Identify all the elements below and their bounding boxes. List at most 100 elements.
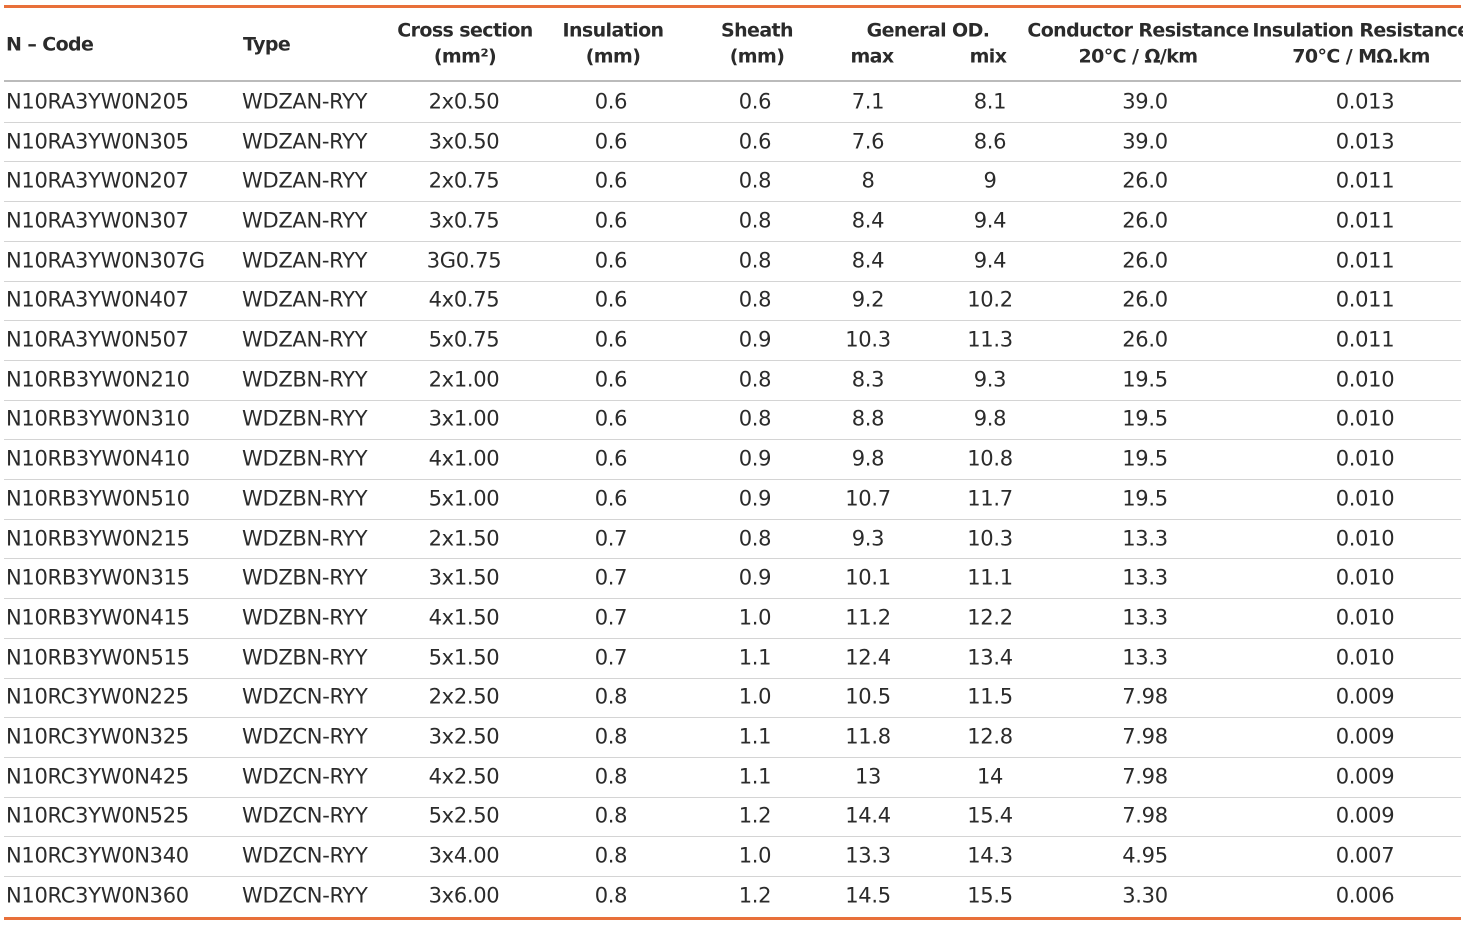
table-cell: 5x0.75	[428, 327, 500, 352]
table-cell: 0.009	[1335, 724, 1395, 749]
table-cell: 11.5	[967, 684, 1013, 709]
table-cell: 0.8	[594, 883, 628, 908]
table-cell: 1.2	[738, 803, 772, 828]
table-cell: 1.1	[738, 764, 772, 789]
table-cell: 5x2.50	[428, 803, 500, 828]
table-cell: 7.98	[1122, 684, 1168, 709]
header-cell: Insulation	[562, 19, 665, 42]
table-cell: N10RA3YW0N307	[6, 208, 189, 233]
table-cell: 10.2	[967, 287, 1013, 312]
table-cell: 26.0	[1122, 248, 1168, 273]
table-cell: WDZAN-RYY	[242, 89, 368, 114]
table-cell: 0.010	[1335, 645, 1395, 670]
table-cell: 12.4	[845, 645, 891, 670]
table-cell: 0.010	[1335, 605, 1395, 630]
table-cell: N10RA3YW0N507	[6, 327, 189, 352]
table-cell: WDZAN-RYY	[242, 248, 368, 273]
row-divider	[4, 717, 1461, 718]
table-cell: WDZBN-RYY	[242, 406, 368, 431]
header-cell: Type	[243, 33, 291, 56]
table-cell: WDZAN-RYY	[242, 129, 368, 154]
table-cell: 12.8	[967, 724, 1013, 749]
table-cell: 0.7	[594, 605, 628, 630]
table-cell: 26.0	[1122, 287, 1168, 312]
table-cell: 13.3	[845, 843, 891, 868]
table-cell: 2x2.50	[428, 684, 500, 709]
table-cell: WDZBN-RYY	[242, 486, 368, 511]
table-cell: WDZAN-RYY	[242, 327, 368, 352]
table-cell: 9.8	[973, 406, 1007, 431]
row-divider	[4, 479, 1461, 480]
top-rule	[4, 5, 1461, 8]
table-cell: 11.1	[967, 565, 1013, 590]
table-cell: 4x1.50	[428, 605, 500, 630]
table-cell: 0.9	[738, 446, 772, 471]
table-cell: 0.006	[1335, 883, 1395, 908]
table-cell: N10RC3YW0N225	[6, 684, 189, 709]
row-divider	[4, 122, 1461, 123]
table-cell: 2x1.50	[428, 526, 500, 551]
table-cell: 0.8	[594, 684, 628, 709]
table-cell: 7.6	[851, 129, 885, 154]
table-cell: 10.3	[845, 327, 891, 352]
table-cell: 9	[983, 168, 997, 193]
table-cell: 4.95	[1122, 843, 1168, 868]
row-divider	[4, 598, 1461, 599]
table-cell: N10RC3YW0N425	[6, 764, 189, 789]
table-cell: 0.8	[738, 208, 772, 233]
table-cell: 0.009	[1335, 684, 1395, 709]
table-cell: 8.4	[851, 248, 885, 273]
table-cell: 13.3	[1122, 605, 1168, 630]
table-cell: WDZCN-RYY	[242, 684, 368, 709]
bottom-rule	[4, 917, 1461, 920]
table-cell: 0.7	[594, 645, 628, 670]
table-cell: 0.6	[594, 89, 628, 114]
table-cell: 0.010	[1335, 565, 1395, 590]
table-cell: 26.0	[1122, 168, 1168, 193]
table-cell: 5x1.50	[428, 645, 500, 670]
table-cell: 10.7	[845, 486, 891, 511]
table-cell: 0.6	[594, 248, 628, 273]
header-cell: Conductor Resistance	[1027, 19, 1249, 42]
table-cell: 0.6	[738, 129, 772, 154]
row-divider	[4, 519, 1461, 520]
table-cell: 8	[861, 168, 875, 193]
table-cell: WDZCN-RYY	[242, 883, 368, 908]
table-cell: N10RB3YW0N210	[6, 367, 190, 392]
table-cell: N10RB3YW0N215	[6, 526, 190, 551]
table-cell: 3x0.75	[428, 208, 500, 233]
table-cell: WDZBN-RYY	[242, 526, 368, 551]
table-cell: 9.3	[851, 526, 885, 551]
table-cell: N10RA3YW0N305	[6, 129, 189, 154]
table-cell: 0.6	[594, 367, 628, 392]
table-cell: 0.8	[738, 168, 772, 193]
table-cell: 1.1	[738, 724, 772, 749]
row-divider	[4, 678, 1461, 679]
header-cell: mix	[969, 45, 1007, 68]
table-cell: 0.6	[594, 446, 628, 471]
table-cell: 3.30	[1122, 883, 1168, 908]
table-cell: WDZBN-RYY	[242, 446, 368, 471]
table-cell: 0.6	[594, 327, 628, 352]
row-divider	[4, 757, 1461, 758]
table-cell: 0.010	[1335, 526, 1395, 551]
table-cell: WDZBN-RYY	[242, 605, 368, 630]
table-cell: 0.6	[594, 406, 628, 431]
header-cell: N – Code	[6, 33, 94, 56]
table-cell: 0.8	[738, 248, 772, 273]
table-cell: 0.7	[594, 565, 628, 590]
table-cell: N10RA3YW0N407	[6, 287, 189, 312]
table-cell: N10RB3YW0N510	[6, 486, 190, 511]
table-cell: 0.8	[738, 287, 772, 312]
table-cell: 3x1.00	[428, 406, 500, 431]
header-cell: General OD.	[866, 19, 990, 42]
table-cell: WDZCN-RYY	[242, 843, 368, 868]
table-cell: 13.3	[1122, 526, 1168, 551]
table-cell: 8.1	[973, 89, 1007, 114]
table-cell: 3x6.00	[428, 883, 500, 908]
table-cell: WDZAN-RYY	[242, 208, 368, 233]
table-cell: 0.6	[594, 486, 628, 511]
table-cell: 9.4	[973, 208, 1007, 233]
table-cell: N10RB3YW0N315	[6, 565, 190, 590]
